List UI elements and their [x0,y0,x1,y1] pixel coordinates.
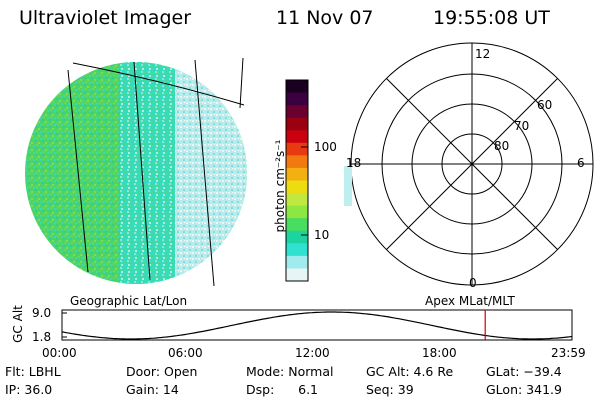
colorbar-segment [286,117,308,131]
colorbar [286,80,308,282]
polar-edge-emission [344,166,352,206]
time-label: 19:55:08 UT [433,7,550,29]
info-ip: IP: 36.0 [5,382,53,397]
app-title: Ultraviolet Imager [19,7,192,29]
altitude-ytick-bottom: 1.8 [32,330,52,344]
info-seq: Seq: 39 [366,382,414,397]
date-label: 11 Nov 07 [276,7,374,29]
colorbar-unit-label: photon cm⁻²s⁻¹ [273,139,287,233]
altitude-ylabel: GC Alt [11,305,25,343]
polar-label-18: 18 [346,156,362,170]
colorbar-segment [286,205,308,219]
colorbar-segment [286,130,308,144]
geographic-grid [67,57,245,287]
info-gain: Gain: 14 [126,382,179,397]
colorbar-segment [286,92,308,106]
info-dsp: Dsp: 6.1 [246,382,319,397]
colorbar-tick-10: 10 [314,228,330,242]
polar-ring-60: 60 [537,98,553,112]
colorbar-segment [286,255,308,269]
colorbar-segment [286,268,308,282]
info-gcalt: GC Alt: 4.6 Re [366,364,454,379]
info-flt: Flt: LBHL [5,364,61,379]
colorbar-segment [286,243,308,257]
colorbar-ticks [301,146,308,236]
colorbar-tick-100: 100 [314,140,337,154]
apex-label: Apex MLat/MLT [425,294,515,308]
x-tick-0600: 06:00 [168,346,203,360]
polar-label-6: 6 [577,156,585,170]
polar-ring-70: 70 [514,119,530,133]
info-glat: GLat: −39.4 [486,364,562,379]
geographic-label: Geographic Lat/Lon [70,294,188,308]
x-tick-1200: 12:00 [295,346,330,360]
colorbar-segment [286,180,308,194]
polar-label-12: 12 [475,47,491,61]
altitude-curve [61,311,573,340]
info-door: Door: Open [126,364,198,379]
altitude-ytick-top: 9.0 [32,306,52,320]
colorbar-segment [286,142,308,156]
polar-label-0: 0 [469,276,477,290]
colorbar-segment [286,230,308,244]
altitude-y-ticks [62,312,67,338]
colorbar-segment [286,155,308,169]
colorbar-segment [286,193,308,207]
colorbar-segment [286,105,308,119]
colorbar-segment [286,80,308,94]
x-tick-0000: 00:00 [42,346,77,360]
x-tick-2359: 23:59 [551,346,586,360]
altitude-plot-frame [61,309,573,341]
colorbar-segment [286,218,308,232]
x-tick-1800: 18:00 [422,346,457,360]
polar-ring-80: 80 [494,139,510,153]
colorbar-segment [286,167,308,181]
polar-plot [350,42,594,286]
info-glon: GLon: 341.9 [486,382,562,397]
info-mode: Mode: Normal [246,364,334,379]
